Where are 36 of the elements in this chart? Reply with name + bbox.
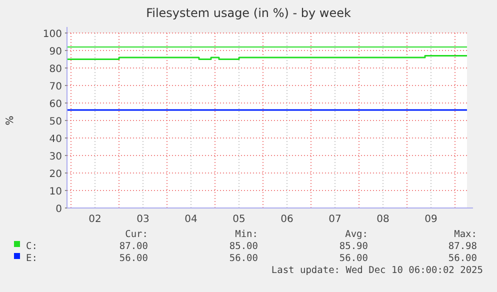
x-tick-label: 07 [328, 214, 342, 225]
x-tick-label: 03 [136, 214, 150, 225]
x-tick-label: 09 [424, 214, 438, 225]
text: Cur: [125, 229, 148, 240]
legend-label: E: [26, 253, 38, 264]
y-tick-label: 40 [49, 134, 62, 145]
y-tick-label: 30 [49, 152, 62, 162]
y-tick-label: 90 [49, 46, 62, 58]
chart-title: Filesystem usage (in %) - by week [146, 6, 351, 20]
y-tick-label: 50 [49, 116, 62, 128]
y-tick-label: 10 [49, 186, 62, 198]
x-tick-label: 04 [184, 214, 198, 225]
text: Last update: Wed Dec 10 06:00:02 2025 [271, 265, 483, 276]
x-tick-label: 05 [232, 214, 246, 225]
text: 87.00 [119, 241, 148, 252]
y-tick-label: 60 [49, 99, 62, 110]
legend-label: C: [26, 241, 38, 252]
x-tick-label: 02 [88, 214, 102, 225]
text: Avg: [345, 229, 368, 240]
text: 87.98 [448, 241, 478, 252]
x-tick-label: 06 [280, 214, 294, 225]
y-tick-label: 20 [49, 169, 62, 180]
text: 85.90 [339, 241, 368, 252]
y-tick-label: 80 [49, 64, 62, 75]
text: 56.00 [119, 253, 148, 264]
text: 56.00 [229, 253, 258, 264]
text: Min: [235, 229, 258, 240]
text: 56.00 [339, 253, 368, 264]
text: Max: [454, 229, 477, 240]
y-axis-title: % [5, 116, 16, 126]
y-tick-label: 100 [42, 29, 62, 40]
y-tick-label: 0 [56, 204, 62, 215]
y-tick-label: 70 [49, 82, 62, 92]
x-tick-label: 08 [376, 214, 390, 225]
text: 56.00 [448, 253, 478, 264]
text: 85.00 [229, 241, 258, 252]
